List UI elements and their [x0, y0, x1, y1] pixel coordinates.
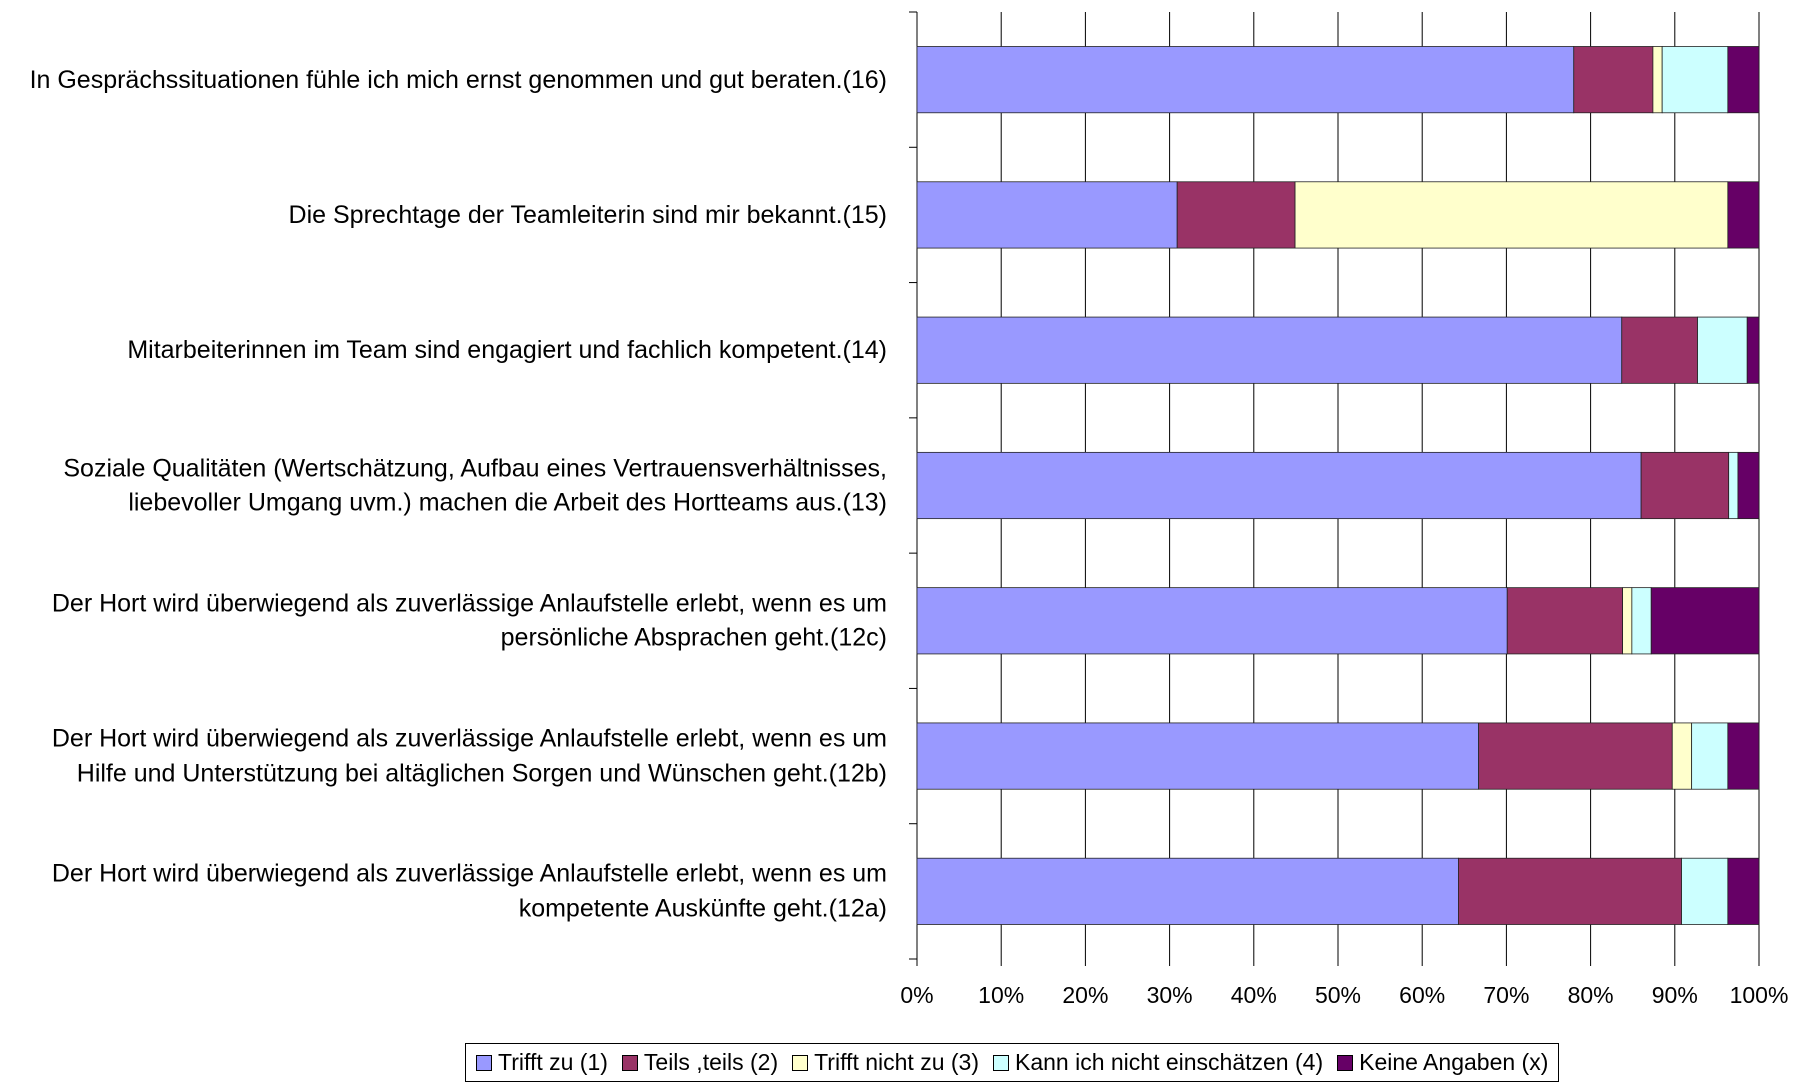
x-tick-label: 20%	[1062, 982, 1108, 1008]
legend-item: Kann ich nicht einschätzen (4)	[992, 1049, 1324, 1076]
bar-segment	[1728, 451, 1739, 520]
bar-segment	[916, 46, 1575, 114]
legend-swatch	[792, 1054, 809, 1071]
bar-segment	[1621, 316, 1698, 384]
legend-label: Trifft nicht zu (3)	[814, 1049, 979, 1075]
legend-item: Teils ,teils (2)	[621, 1049, 779, 1076]
category-label: Die Sprechtage der Teamleiterin sind mir…	[288, 200, 887, 229]
x-tick-label: 10%	[978, 982, 1024, 1008]
bar-segment	[916, 587, 1508, 655]
bar-segment	[1737, 451, 1760, 520]
bar-segment	[916, 451, 1642, 520]
bar-segment	[1652, 46, 1663, 114]
bar-segment	[1573, 46, 1654, 114]
bar-segment	[1622, 587, 1633, 655]
bar-segment	[1681, 857, 1729, 925]
bar-segment	[1176, 181, 1296, 249]
legend-swatch	[476, 1054, 492, 1071]
legend-label: Kann ich nicht einschätzen (4)	[1014, 1049, 1324, 1075]
bar-segment	[1727, 857, 1760, 925]
x-tick-label: 60%	[1399, 982, 1445, 1008]
x-tick-label: 40%	[1231, 982, 1277, 1008]
x-tick-label: 0%	[900, 982, 933, 1008]
x-tick-label: 80%	[1568, 982, 1614, 1008]
x-tick-label: 70%	[1483, 982, 1529, 1008]
x-tick-label: 90%	[1652, 982, 1698, 1008]
legend-label: Teils ,teils (2)	[643, 1049, 779, 1075]
legend-item: Trifft zu (1)	[476, 1049, 608, 1076]
bar-segment	[1294, 181, 1729, 249]
bar-segment	[1746, 316, 1760, 384]
bar-segment	[1478, 722, 1673, 790]
category-label: Der Hort wird überwiegend als zuverlässi…	[51, 589, 887, 652]
bar-segment	[1661, 46, 1729, 114]
legend-item: Trifft nicht zu (3)	[792, 1049, 979, 1076]
legend-label: Trifft zu (1)	[498, 1049, 608, 1075]
bar-segment	[916, 316, 1623, 384]
legend-label: Keine Angaben (x)	[1359, 1049, 1549, 1075]
bar-segment	[1458, 857, 1682, 925]
legend-swatch	[1337, 1054, 1354, 1071]
bar-segment	[916, 722, 1480, 790]
x-tick-label: 30%	[1147, 982, 1193, 1008]
x-tick-label: 100%	[1730, 982, 1789, 1008]
bar-segment	[1506, 587, 1623, 655]
bar-segment	[1671, 722, 1693, 790]
bar-segment	[1631, 587, 1652, 655]
bar-segment	[1697, 316, 1748, 384]
bar-segment	[916, 181, 1178, 249]
category-label: Soziale Qualitäten (Wertschätzung, Aufba…	[63, 454, 887, 517]
bar-segment	[1650, 587, 1760, 655]
category-label: Der Hort wird überwiegend als zuverlässi…	[51, 859, 887, 923]
category-label: Mitarbeiterinnen im Team sind engagiert …	[127, 335, 887, 364]
legend: Trifft zu (1) Teils ,teils (2) Trifft nich…	[465, 1043, 1560, 1082]
category-label: In Gesprächssituationen fühle ich mich e…	[29, 65, 887, 94]
bar-segment	[1727, 722, 1760, 790]
bar-segment	[916, 857, 1459, 925]
bar-segment	[1727, 181, 1760, 249]
bar-segment	[1691, 722, 1729, 790]
bar-segment	[1640, 451, 1730, 520]
x-tick-label: 50%	[1315, 982, 1361, 1008]
category-label: Der Hort wird überwiegend als zuverlässi…	[51, 724, 887, 788]
legend-swatch	[621, 1054, 638, 1071]
bar-segment	[1727, 46, 1760, 114]
legend-item: Keine Angaben (x)	[1337, 1049, 1548, 1076]
legend-swatch	[992, 1054, 1009, 1071]
